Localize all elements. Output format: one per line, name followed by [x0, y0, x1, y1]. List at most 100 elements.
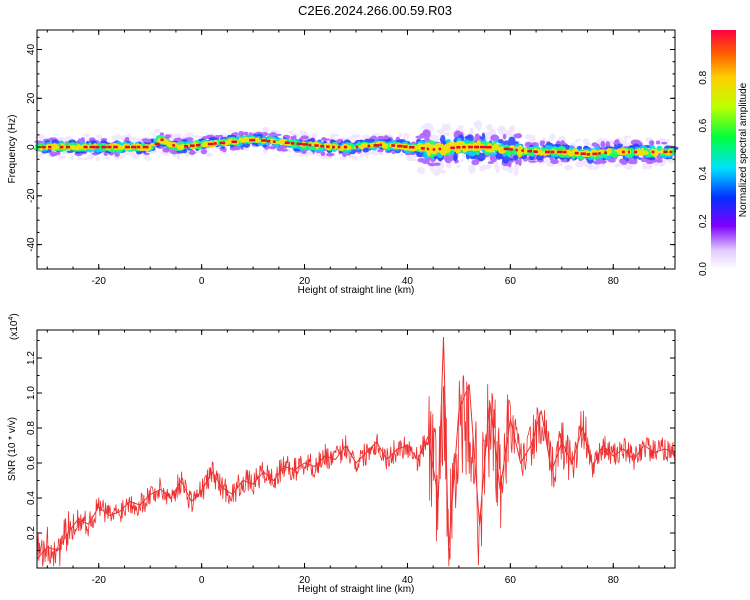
spectrogram-x-label: Height of straight line (km)	[298, 285, 415, 296]
heatmap-cell	[487, 161, 494, 164]
heatmap-peak	[83, 145, 88, 149]
heatmap-peak	[154, 142, 160, 146]
heatmap-cell	[419, 132, 428, 139]
heatmap-peak	[124, 145, 130, 149]
heatmap-cell	[56, 137, 65, 141]
heatmap-peak	[42, 145, 46, 149]
x-tick-label: 60	[505, 575, 517, 586]
heatmap-peak	[604, 151, 607, 155]
spectrogram-heatmap	[33, 120, 679, 176]
heatmap-cell	[58, 155, 66, 159]
heatmap-cell	[523, 149, 528, 155]
heatmap-cell	[432, 162, 441, 166]
heatmap-peak	[545, 150, 551, 154]
heatmap-cell	[190, 149, 195, 156]
heatmap-peak	[574, 151, 579, 155]
y-tick-label: 20	[26, 92, 37, 104]
heatmap-peak	[426, 147, 430, 151]
heatmap-peak	[633, 150, 638, 154]
heatmap-cell	[406, 155, 414, 162]
colorbar-tick-label: 0.8	[698, 70, 709, 84]
heatmap-cell	[574, 139, 579, 143]
heatmap-cell	[76, 156, 83, 160]
heatmap-cell	[582, 138, 590, 145]
heatmap-cell	[468, 163, 476, 174]
y-tick-label: 40	[26, 44, 37, 56]
heatmap-cell	[490, 134, 500, 142]
colorbar-tick-label: 0.6	[698, 118, 709, 132]
heatmap-cell	[185, 132, 194, 138]
heatmap-cell	[513, 133, 523, 139]
heatmap-cell	[178, 144, 185, 151]
heatmap-peak	[59, 145, 64, 149]
heatmap-peak	[332, 145, 335, 149]
heatmap-peak	[622, 150, 625, 154]
heatmap-cell	[466, 160, 470, 163]
y-tick-label: 1.0	[26, 386, 37, 400]
heatmap-peak	[373, 144, 380, 147]
heatmap-cell	[111, 135, 120, 141]
heatmap-cell	[623, 165, 633, 169]
heatmap-cell	[515, 159, 521, 165]
heatmap-peak	[284, 141, 290, 145]
heatmap-cell	[661, 141, 668, 145]
heatmap-cell	[442, 132, 450, 137]
snr-y-label: SNR (10 * v/v)	[7, 417, 18, 481]
x-tick-label: 0	[199, 276, 205, 287]
heatmap-cell	[145, 155, 151, 162]
heatmap-peak	[432, 148, 436, 151]
heatmap-cell	[365, 152, 370, 159]
heatmap-peak	[343, 145, 348, 149]
heatmap-cell	[403, 132, 410, 139]
x-tick-label: 80	[608, 276, 620, 287]
heatmap-cell	[467, 149, 477, 157]
heatmap-cell	[476, 125, 482, 131]
heatmap-cell	[423, 122, 432, 132]
heatmap-peak	[308, 143, 312, 147]
colorbar: 0.0 0.2 0.4 0.6 0.8 Normalized spectral ampl…	[698, 30, 749, 276]
heatmap-cell	[513, 163, 519, 172]
heatmap-peak	[142, 145, 149, 149]
heatmap-peak	[627, 150, 630, 154]
heatmap-peak	[420, 147, 425, 150]
heatmap-cell	[613, 140, 619, 146]
heatmap-peak	[521, 149, 524, 152]
heatmap-cell	[600, 140, 606, 149]
heatmap-cell	[658, 161, 665, 167]
heatmap-cell	[443, 123, 451, 132]
spectrogram-y-ticks: -40 -20 0 20 40	[26, 36, 675, 270]
heatmap-cell	[445, 162, 452, 169]
snr-scale-label: (x104)	[8, 313, 20, 340]
heatmap-peak	[48, 145, 52, 149]
heatmap-cell	[200, 148, 208, 155]
heatmap-cell	[485, 125, 491, 129]
snr-panel: -20 0 20 40 60 80 0.2 0.4 0.6 0.8 1.0 1.2 Height o…	[7, 313, 676, 595]
heatmap-cell	[407, 152, 416, 156]
heatmap-cell	[508, 142, 518, 145]
heatmap-cell	[529, 151, 533, 156]
heatmap-peak	[172, 144, 175, 147]
heatmap-cell	[623, 136, 629, 141]
heatmap-peak	[556, 150, 563, 154]
x-tick-label: 80	[608, 575, 620, 586]
x-tick-label: 20	[299, 276, 311, 287]
heatmap-cell	[273, 144, 281, 147]
heatmap-cell	[549, 163, 555, 167]
snr-series-line	[37, 336, 675, 560]
x-tick-label: -20	[92, 276, 107, 287]
heatmap-peak	[95, 145, 100, 149]
heatmap-peak	[651, 150, 655, 154]
heatmap-peak	[479, 145, 486, 149]
heatmap-peak	[367, 144, 371, 148]
heatmap-cell	[655, 140, 661, 145]
heatmap-peak	[355, 145, 359, 149]
heatmap-peak	[468, 145, 473, 149]
heatmap-cell	[417, 151, 425, 158]
colorbar-tick-label: 0.2	[698, 214, 709, 228]
heatmap-cell	[359, 145, 365, 150]
heatmap-peak	[669, 150, 673, 154]
heatmap-cell	[459, 158, 465, 162]
heatmap-peak	[515, 148, 518, 152]
heatmap-peak	[160, 138, 164, 142]
heatmap-peak	[551, 150, 555, 154]
